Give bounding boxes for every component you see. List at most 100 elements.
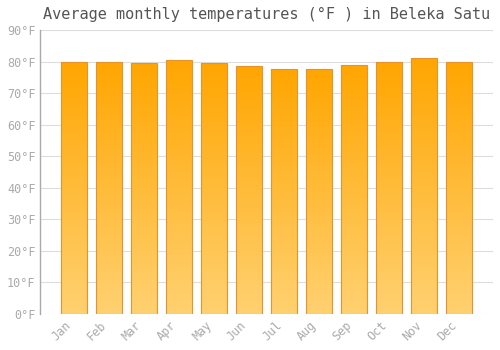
Bar	[96, 217, 122, 222]
Bar	[96, 209, 122, 213]
Bar	[131, 118, 157, 122]
Bar	[341, 297, 367, 301]
Bar	[271, 269, 297, 273]
Bar	[61, 310, 87, 314]
Bar	[271, 310, 297, 314]
Bar	[166, 140, 192, 145]
Bar	[201, 306, 228, 310]
Bar	[411, 101, 438, 105]
Bar	[96, 83, 122, 87]
Bar	[446, 192, 472, 196]
Bar	[341, 256, 367, 260]
Bar	[271, 139, 297, 143]
Bar	[376, 125, 402, 129]
Bar	[341, 223, 367, 227]
Bar	[61, 264, 87, 268]
Bar	[271, 70, 297, 74]
Bar	[61, 162, 87, 167]
Bar	[306, 135, 332, 139]
Bar	[131, 113, 157, 118]
Bar	[166, 115, 192, 119]
Bar	[446, 289, 472, 293]
Bar	[131, 285, 157, 289]
Bar	[96, 78, 122, 83]
Bar	[166, 225, 192, 229]
Bar	[411, 92, 438, 97]
Bar	[131, 201, 157, 205]
Bar	[96, 167, 122, 171]
Bar	[166, 221, 192, 225]
Bar	[61, 251, 87, 255]
Bar	[131, 88, 157, 92]
Bar	[131, 256, 157, 260]
Bar	[376, 146, 402, 150]
Bar	[131, 63, 157, 67]
Bar	[61, 108, 87, 112]
Bar	[236, 281, 262, 285]
Bar	[341, 252, 367, 256]
Bar	[446, 83, 472, 87]
Bar	[376, 70, 402, 74]
Bar	[96, 62, 122, 66]
Bar	[96, 272, 122, 276]
Bar	[201, 126, 228, 130]
Bar	[236, 157, 262, 161]
Bar	[236, 285, 262, 289]
Bar	[131, 189, 157, 193]
Bar	[201, 122, 228, 126]
Bar	[236, 310, 262, 314]
Bar	[271, 306, 297, 310]
Bar	[341, 177, 367, 181]
Bar	[96, 150, 122, 154]
Bar	[411, 178, 438, 182]
Bar	[306, 98, 332, 102]
Bar	[411, 135, 438, 139]
Bar	[446, 297, 472, 301]
Bar	[446, 104, 472, 108]
Bar	[341, 247, 367, 252]
Bar	[61, 91, 87, 95]
Bar	[236, 301, 262, 306]
Bar	[411, 165, 438, 169]
Bar	[201, 163, 228, 168]
Bar	[341, 310, 367, 314]
Bar	[236, 211, 262, 215]
Bar	[306, 114, 332, 118]
Bar	[341, 65, 367, 69]
Bar	[131, 260, 157, 264]
Bar	[306, 302, 332, 306]
Bar	[446, 276, 472, 280]
Bar	[306, 143, 332, 147]
Bar	[236, 256, 262, 260]
Bar	[446, 87, 472, 91]
Bar	[446, 108, 472, 112]
Bar	[376, 196, 402, 200]
Bar	[166, 166, 192, 170]
Bar	[131, 234, 157, 239]
Bar	[446, 209, 472, 213]
Bar	[61, 70, 87, 74]
Bar	[271, 167, 297, 171]
Bar	[376, 179, 402, 183]
Bar	[201, 80, 228, 84]
Bar	[166, 102, 192, 106]
Bar	[446, 175, 472, 179]
Bar	[376, 301, 402, 306]
Bar	[96, 112, 122, 116]
Bar	[446, 137, 472, 141]
Bar	[446, 268, 472, 272]
Bar	[61, 234, 87, 238]
Bar	[271, 237, 297, 240]
Bar	[131, 251, 157, 256]
Bar	[341, 281, 367, 285]
Bar	[376, 243, 402, 247]
Bar	[376, 247, 402, 251]
Bar	[341, 243, 367, 247]
Bar	[446, 234, 472, 238]
Bar	[236, 240, 262, 244]
Bar	[201, 138, 228, 142]
Bar	[376, 91, 402, 95]
Bar	[446, 280, 472, 285]
Bar	[376, 276, 402, 280]
Bar	[411, 139, 438, 144]
